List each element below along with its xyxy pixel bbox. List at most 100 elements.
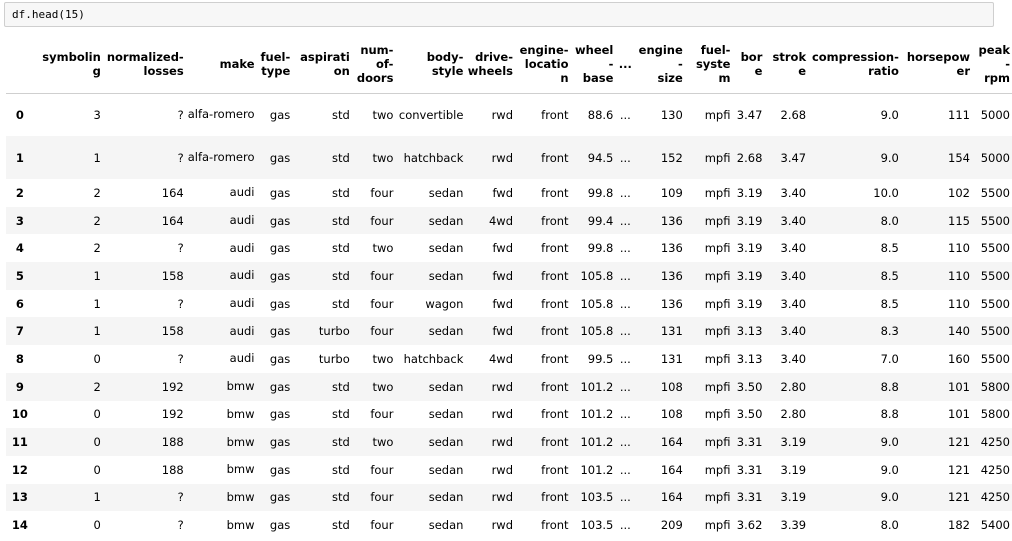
table-cell: 3.40 (780, 241, 807, 256)
table-row: 5 1 158 audi gas std four sedan fwd front 105.8...… (6, 262, 1012, 290)
table-cell: audi (229, 185, 255, 200)
row-index: 0 (15, 107, 24, 122)
table-cell: alfa-romero (187, 107, 255, 122)
table-cell: two (372, 435, 394, 450)
table-cell: 8.5 (880, 268, 899, 283)
table-cell: ? (177, 150, 184, 165)
table-cell: sedan (428, 435, 464, 450)
table-cell: gas (269, 241, 291, 256)
table-cell: 3.19 (736, 185, 763, 200)
table-cell: two (372, 107, 394, 122)
column-header: engine-location (515, 36, 571, 94)
table-cell: 101 (948, 407, 970, 422)
table-cell: front (541, 490, 569, 505)
table-cell: gas (269, 351, 291, 366)
dataframe-output: symboling normalized-losses make fuel-type a… (0, 30, 1012, 541)
table-cell: mpfi (704, 407, 731, 422)
table-cell: 108 (660, 379, 683, 394)
table-cell: hatchback (403, 150, 464, 165)
table-cell: ... (619, 296, 631, 311)
table-cell: rwd (491, 462, 513, 477)
column-header-text: losses (143, 64, 184, 79)
table-cell: 5500 (980, 268, 1010, 283)
table-cell: 182 (948, 518, 970, 533)
table-cell: std (331, 213, 350, 228)
table-row: 8 0? audi gas turbo two hatchback 4wd front 99.5.… (6, 345, 1012, 373)
table-cell: 3.19 (736, 241, 763, 256)
table-cell: front (541, 379, 569, 394)
column-header-text: base (582, 71, 614, 86)
table-cell: 160 (948, 351, 970, 366)
table-cell: 110 (948, 241, 970, 256)
table-cell: ... (619, 462, 631, 477)
table-cell: ... (619, 407, 631, 422)
table-cell: std (331, 150, 350, 165)
row-index: 13 (11, 490, 28, 505)
table-cell: 1 (93, 296, 101, 311)
column-header-text: location (524, 57, 569, 86)
table-cell: 5000 (980, 107, 1010, 122)
table-cell: bmw (226, 406, 255, 421)
table-cell: 131 (660, 324, 683, 339)
table-cell: 121 (948, 435, 970, 450)
table-cell: 9.0 (880, 107, 899, 122)
table-cell: 8.8 (880, 407, 899, 422)
column-header-text: num- (360, 43, 394, 58)
table-cell: turbo (318, 324, 350, 339)
column-header-text: normalized- (106, 50, 184, 65)
table-cell: mpfi (704, 185, 731, 200)
table-cell: sedan (428, 518, 464, 533)
table-cell: 110 (948, 296, 970, 311)
table-cell: 3.40 (780, 185, 807, 200)
table-cell: std (331, 407, 350, 422)
table-cell: rwd (491, 518, 513, 533)
code-cell-input[interactable]: df.head(15) (4, 2, 994, 27)
column-header-text: size (657, 71, 683, 86)
row-index: 3 (15, 213, 24, 228)
table-cell: 3.39 (780, 518, 807, 533)
column-header-text: fuel- (700, 43, 731, 58)
table-row: 14 0? bmw gas std four sedan rwd front 103.5... 20… (6, 511, 1012, 539)
column-header: num-of-doors (351, 36, 396, 94)
column-header: aspiration (292, 36, 352, 94)
table-cell: four (370, 296, 394, 311)
table-cell: 103.5 (580, 518, 614, 533)
table-cell: 0 (93, 407, 101, 422)
table-cell: rwd (491, 490, 513, 505)
table-cell: gas (269, 462, 291, 477)
table-cell: front (541, 107, 569, 122)
table-cell: sedan (428, 241, 464, 256)
table-cell: mpfi (704, 296, 731, 311)
table-cell: sedan (428, 213, 464, 228)
table-cell: 5800 (980, 379, 1010, 394)
table-cell: hatchback (403, 351, 464, 366)
table-cell: 105.8 (580, 324, 614, 339)
row-index: 4 (15, 241, 24, 256)
table-row: 6 1? audi gas std four wagon fwd front 105.8... 13… (6, 289, 1012, 318)
table-cell: 188 (161, 462, 184, 477)
table-cell: 3.13 (736, 324, 763, 339)
table-cell: 131 (660, 351, 683, 366)
column-header-text: type (261, 64, 291, 79)
table-cell: gas (269, 185, 291, 200)
table-cell: fwd (492, 268, 513, 283)
table-cell: sedan (428, 379, 464, 394)
table-cell: 154 (948, 150, 970, 165)
column-header-text: engine- (519, 43, 569, 58)
table-row: 3 2 164 audi gas std four sedan 4wd front 99.4... 1… (6, 206, 1012, 235)
table-cell: 8.8 (880, 379, 899, 394)
table-cell: 99.4 (587, 213, 614, 228)
table-cell: 8.0 (880, 518, 899, 533)
table-cell: 3.13 (736, 351, 763, 366)
row-index: 5 (15, 268, 24, 283)
table-cell: 5500 (980, 185, 1010, 200)
table-cell: 5000 (980, 150, 1010, 165)
column-header-text: rpm (984, 71, 1010, 86)
table-cell: gas (269, 379, 291, 394)
table-cell: 3.40 (780, 213, 807, 228)
table-cell: 3.19 (780, 435, 807, 450)
table-cell: 10.0 (873, 185, 899, 200)
table-cell: sedan (428, 185, 464, 200)
table-cell: audi (229, 351, 255, 366)
table-cell: 164 (660, 435, 683, 450)
